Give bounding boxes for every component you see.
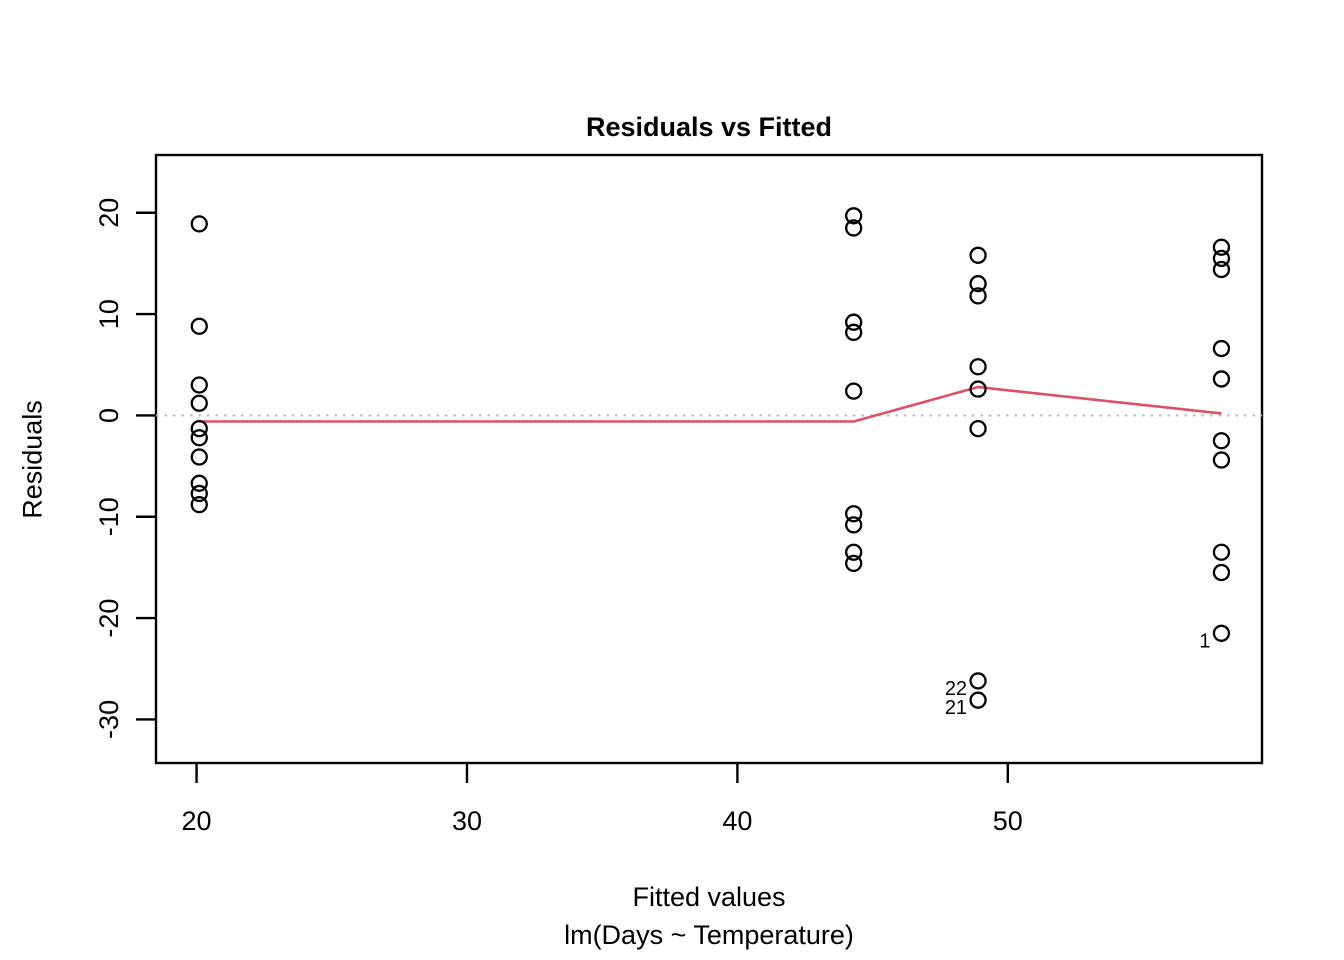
y-tick-label: 0 — [94, 408, 124, 423]
data-point — [190, 317, 208, 335]
data-point — [1212, 432, 1231, 450]
chart-title: Residuals vs Fitted — [585, 112, 833, 142]
data-point — [969, 691, 987, 709]
data-point — [845, 516, 863, 534]
y-tick-label: -10 — [94, 497, 124, 536]
point-label: 22 — [945, 678, 967, 700]
y-tick-label: -20 — [94, 599, 124, 638]
data-point — [845, 382, 863, 400]
y-tick-label: 10 — [94, 299, 124, 329]
data-point — [845, 505, 863, 523]
data-point — [969, 287, 987, 305]
data-point — [845, 313, 863, 331]
data-point — [1212, 238, 1231, 256]
point-label: 21 — [945, 697, 967, 719]
data-point — [845, 219, 863, 237]
data-point — [845, 323, 863, 341]
data-point — [1212, 624, 1231, 642]
data-point — [190, 429, 208, 447]
data-point — [1212, 543, 1231, 561]
data-point — [969, 419, 987, 438]
plot-frame — [154, 153, 1264, 765]
point-label: 1 — [1199, 630, 1210, 652]
model-call-label: lm(Days ~ Temperature) — [564, 920, 854, 950]
data-point — [190, 448, 208, 466]
data-point — [190, 394, 208, 412]
data-point — [845, 543, 863, 561]
data-point — [1212, 249, 1231, 268]
x-axis-label: Fitted values — [632, 882, 786, 912]
data-point — [845, 554, 863, 573]
x-tick-label: 40 — [722, 806, 752, 836]
data-point — [190, 376, 208, 394]
data-point — [1212, 260, 1231, 279]
data-point — [190, 215, 208, 233]
data-point — [969, 380, 987, 398]
data-point — [1212, 563, 1231, 582]
data-point — [969, 275, 987, 293]
data-point — [845, 207, 863, 225]
data-point — [969, 672, 987, 690]
data-point — [969, 246, 987, 264]
data-point — [190, 474, 208, 492]
x-tick-label: 20 — [182, 806, 212, 836]
data-point — [190, 419, 208, 438]
data-point — [969, 358, 987, 376]
y-tick-label: 20 — [94, 198, 124, 228]
data-point — [190, 495, 208, 514]
data-point — [1212, 370, 1231, 388]
data-point — [1212, 339, 1231, 358]
data-point — [190, 484, 208, 503]
x-tick-label: 50 — [993, 806, 1023, 836]
y-tick-label: -30 — [94, 700, 124, 739]
data-point — [1212, 451, 1231, 469]
x-tick-label: 30 — [452, 806, 482, 836]
smooth-line — [199, 385, 1222, 423]
